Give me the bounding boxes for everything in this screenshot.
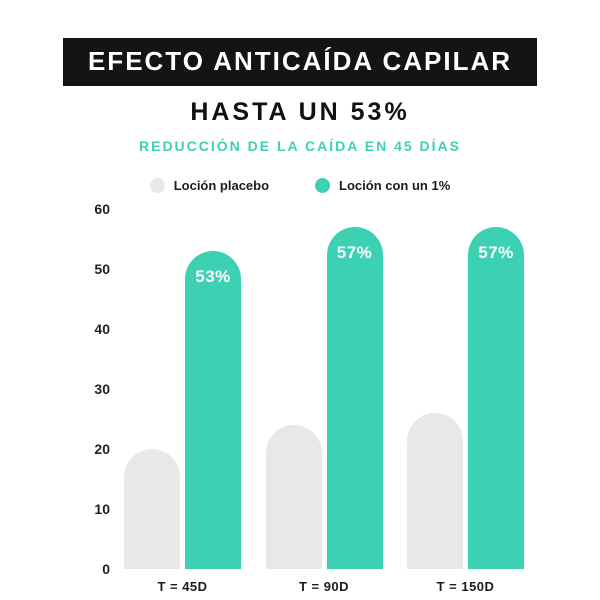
y-tick-label: 10	[94, 501, 110, 517]
y-tick-label: 50	[94, 261, 110, 277]
legend-dot-icon	[315, 178, 331, 193]
headline-percentage: HASTA UN 53%	[190, 98, 410, 126]
bar-treatment: 57%	[326, 227, 383, 569]
y-axis: 60 50 40 30 20 10 0	[80, 201, 124, 577]
y-tick-label: 30	[94, 381, 110, 397]
bar-group: 57% T = 150D	[407, 209, 524, 594]
legend: Loción placebo Loción con un 1%	[0, 178, 600, 193]
legend-item: Loción placebo	[149, 178, 270, 193]
title-banner: EFECTO ANTICAÍDA CAPILAR	[63, 38, 537, 86]
x-axis-label: T = 90D	[298, 579, 350, 594]
x-axis-label: T = 45D	[157, 579, 208, 594]
bar-value-label: 57%	[478, 243, 514, 262]
bars-row: 53%	[124, 209, 241, 569]
bar-value-label: 57%	[336, 243, 373, 262]
bar-placebo	[265, 425, 322, 569]
bars-row: 57%	[407, 209, 524, 569]
legend-label: Loción con un 1%	[339, 178, 451, 193]
bar-placebo	[124, 449, 180, 569]
y-tick-label: 60	[94, 201, 110, 217]
bar-placebo	[407, 413, 463, 569]
bar-treatment: 53%	[185, 251, 241, 569]
y-tick-label: 40	[94, 321, 110, 337]
page-title: EFECTO ANTICAÍDA CAPILAR	[87, 46, 513, 76]
plot-groups: 53% T = 45D 57% T = 90D 57% T = 150D	[124, 209, 524, 594]
y-tick-label: 20	[94, 441, 110, 457]
legend-dot-icon	[149, 178, 165, 193]
y-tick-label: 0	[102, 561, 110, 577]
bar-group: 53% T = 45D	[124, 209, 241, 594]
bar-value-label: 53%	[195, 267, 231, 286]
bar-chart: 60 50 40 30 20 10 0 53% T = 45D 57% T = 90D 57% T =…	[80, 201, 600, 594]
x-axis-label: T = 150D	[436, 579, 495, 594]
bars-row: 57%	[265, 209, 383, 569]
bar-treatment: 57%	[468, 227, 524, 569]
chart-subtitle: REDUCCIÓN DE LA CAÍDA EN 45 DÍAS	[139, 138, 461, 154]
bar-group: 57% T = 90D	[265, 209, 383, 594]
legend-item: Loción con un 1%	[315, 178, 450, 193]
legend-label: Loción placebo	[173, 178, 270, 193]
